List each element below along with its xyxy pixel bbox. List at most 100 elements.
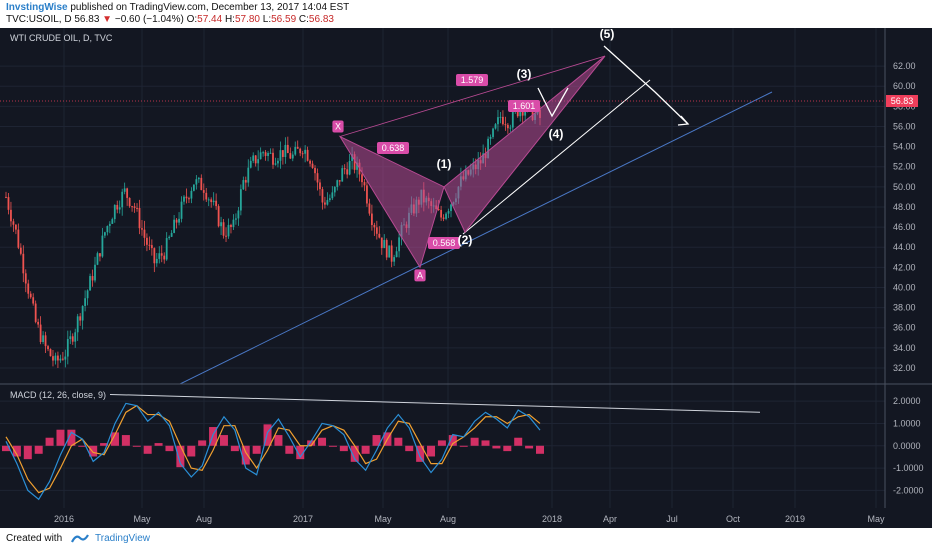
candle-body [217, 206, 220, 227]
ratio-label: 0.568 [433, 238, 456, 248]
candle-body [370, 213, 373, 226]
candle-body [230, 224, 232, 227]
histogram-bar [394, 437, 403, 446]
candle-body [175, 219, 178, 223]
candle-body [14, 224, 17, 230]
price-tick-label: 34.00 [893, 343, 916, 353]
candle-body [398, 237, 400, 252]
candle-body [138, 207, 141, 229]
chart-background [0, 28, 932, 528]
price-tick-label: 46.00 [893, 222, 916, 232]
candle-body [366, 185, 368, 204]
harmonic-pattern: X A 0.638 0.568 1.579 1.601 (1) (2) (3) (4) (5) [332, 28, 614, 282]
candle-body [148, 244, 151, 246]
tradingview-brand-link[interactable]: TradingView [95, 533, 151, 544]
candle-body [393, 257, 396, 262]
pattern-point-x-box [332, 120, 344, 133]
candle-body [269, 152, 272, 154]
histogram-bar [252, 445, 261, 454]
candle-body [489, 136, 492, 139]
candle-body [368, 203, 371, 214]
price-tick-label: 54.00 [893, 142, 916, 152]
candle-body [5, 196, 7, 198]
candle-body [259, 152, 262, 160]
candle-body [106, 226, 109, 233]
candle-body [502, 116, 504, 125]
histogram-bar [110, 432, 119, 446]
candle-body [348, 160, 351, 175]
candle-body [519, 108, 522, 117]
candle-body [264, 152, 267, 156]
candle-body [222, 222, 225, 236]
candle-body [195, 179, 198, 185]
down-arrow-icon: ▼ [102, 14, 113, 25]
wave-label: (2) [458, 233, 473, 247]
candle-body [509, 127, 512, 129]
candle-body [12, 221, 15, 225]
candle-body [59, 358, 62, 361]
histogram-bar [23, 445, 32, 460]
price-tick-label: 42.00 [893, 262, 916, 272]
candle-body [326, 200, 329, 205]
candle-body [212, 200, 215, 203]
candle-body [516, 109, 519, 117]
ratio-label: 1.579 [461, 75, 484, 85]
histogram-bar [536, 445, 544, 454]
candle-body [150, 245, 153, 249]
ohlc-line: TVC:USOIL, D 56.83 ▼ −0.60 (−1.04%) O:57… [6, 14, 334, 26]
histogram-bar [503, 445, 512, 452]
time-tick-label: 2017 [293, 514, 313, 524]
price-tick-label: 44.00 [893, 242, 916, 252]
ratio-label: 1.601 [513, 101, 536, 111]
candle-body [101, 235, 104, 257]
candle-body [380, 237, 383, 249]
candle-body [202, 190, 205, 193]
pattern-triangle-xab [338, 135, 445, 269]
candle-body [116, 204, 119, 210]
candle-body [108, 223, 111, 227]
candle-body [492, 128, 494, 137]
candle-body [37, 321, 40, 325]
low-value: 56.59 [271, 14, 297, 25]
candle-body [64, 356, 67, 360]
histogram-bar [263, 424, 272, 446]
signal-line [5, 404, 541, 494]
histogram-bar [78, 445, 87, 447]
candle-body [289, 153, 292, 159]
time-tick-label: May [133, 514, 151, 524]
candle-body [497, 117, 499, 125]
candle-body [361, 174, 363, 183]
pattern-xd-line [339, 55, 606, 137]
candle-body [61, 358, 64, 360]
histogram-bar [350, 445, 359, 462]
candle-body [286, 144, 289, 154]
candle-body [113, 204, 116, 220]
histogram-bar [56, 429, 65, 446]
chart-footer: Created with TradingView [0, 528, 932, 550]
candle-body [69, 336, 72, 340]
macd-tick-label: 1.0000 [893, 418, 921, 428]
candle-body [111, 219, 114, 224]
chart-canvas[interactable]: X A 0.638 0.568 1.579 1.601 (1) (2) (3) (4) (5) 62… [0, 28, 932, 528]
author-link[interactable]: InvstingWise [6, 2, 68, 13]
candle-body [205, 192, 208, 200]
time-tick-label: May [374, 514, 392, 524]
candle-body [385, 240, 388, 258]
candle-body [333, 186, 336, 193]
candle-body [19, 247, 22, 254]
histogram-bar [45, 437, 54, 446]
candle-body [504, 124, 507, 126]
histogram-bar [328, 445, 337, 447]
candle-body [309, 160, 311, 164]
candle-body [192, 184, 195, 191]
candle-body [180, 201, 183, 219]
candle-body [74, 332, 77, 342]
macd-line [5, 402, 541, 501]
candle-body [506, 124, 509, 129]
price-change: −0.60 (−1.04%) [114, 14, 184, 25]
price-tick-label: 60.00 [893, 81, 916, 91]
candle-body [437, 208, 440, 210]
histogram-bar [481, 440, 490, 446]
candle-body [84, 298, 87, 307]
candle-body [7, 197, 10, 210]
